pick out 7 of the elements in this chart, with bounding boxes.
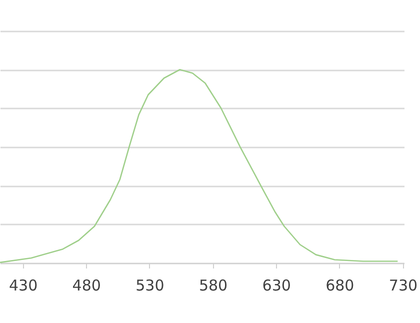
x-tick-label: 630 xyxy=(262,276,291,294)
x-tick-label: 580 xyxy=(198,276,228,294)
x-tick-label: 680 xyxy=(326,276,354,294)
x-tick-label: 730 xyxy=(388,276,418,294)
x-tick-label: 480 xyxy=(72,276,101,294)
x-tick-label: 430 xyxy=(8,276,38,294)
x-tick-label: 530 xyxy=(136,276,164,294)
